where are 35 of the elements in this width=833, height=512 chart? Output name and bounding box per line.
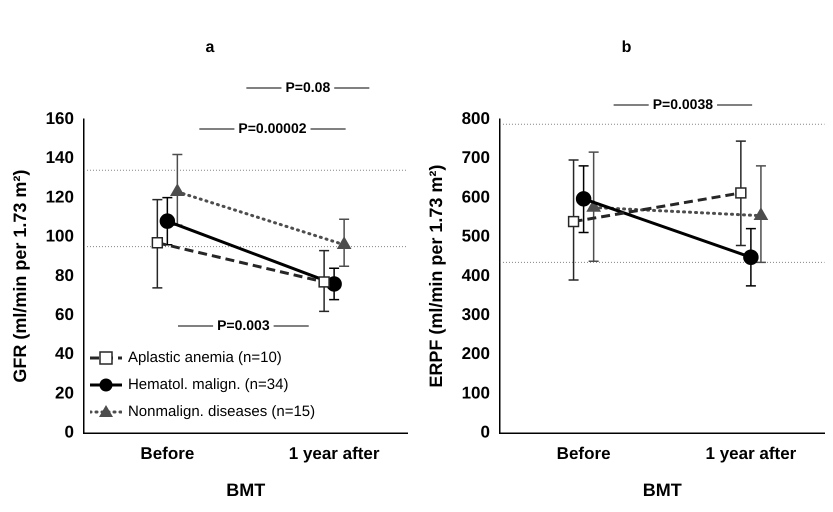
annotation: P=0.003 bbox=[217, 316, 270, 333]
text: P=0.0038 bbox=[652, 96, 714, 112]
y-tick-label: 400 bbox=[462, 266, 490, 285]
y-tick-label: 0 bbox=[480, 422, 490, 442]
y-tick-label: 20 bbox=[55, 383, 74, 402]
y-axis-title: GFR (ml/min per 1.73 m²) bbox=[10, 170, 30, 383]
annotation: P=0.00002 bbox=[238, 120, 307, 136]
y-tick-label: 600 bbox=[462, 187, 490, 206]
y-tick-label: 500 bbox=[462, 226, 490, 246]
y-tick-label: 140 bbox=[46, 148, 74, 168]
text: P=0.08 bbox=[285, 78, 330, 95]
chart-title: b bbox=[622, 39, 632, 56]
x-tick-label: 1 year after bbox=[706, 444, 797, 463]
y-axis-title: ERPF (ml/min per 1.73 m²) bbox=[426, 164, 446, 388]
y-tick-label: 200 bbox=[462, 344, 490, 364]
y-tick-label: 160 bbox=[46, 108, 74, 128]
y-tick-label: 0 bbox=[64, 422, 74, 442]
y-tick-label: 100 bbox=[462, 383, 490, 402]
y-tick-label: 80 bbox=[55, 266, 74, 285]
x-axis-title: BMT bbox=[226, 480, 266, 500]
x-tick-label: Before bbox=[140, 444, 194, 463]
legend-label: Aplastic anemia (n=10) bbox=[128, 348, 282, 368]
legend-label: Hematol. malign. (n=34) bbox=[128, 375, 288, 395]
x-tick-label: 1 year after bbox=[288, 444, 380, 463]
y-tick-label: 60 bbox=[55, 305, 74, 324]
legend-label: Nonmalign. diseases (n=15) bbox=[128, 402, 316, 422]
y-tick-label: 120 bbox=[46, 187, 74, 206]
y-tick-label: 700 bbox=[462, 148, 490, 168]
y-tick-label: 300 bbox=[462, 305, 490, 324]
y-tick-label: 40 bbox=[55, 344, 74, 364]
x-axis-title: BMT bbox=[642, 480, 682, 500]
chart-title: a bbox=[206, 39, 215, 56]
y-tick-label: 800 bbox=[462, 108, 490, 128]
y-tick-label: 100 bbox=[46, 226, 74, 246]
x-tick-label: Before bbox=[556, 444, 611, 463]
